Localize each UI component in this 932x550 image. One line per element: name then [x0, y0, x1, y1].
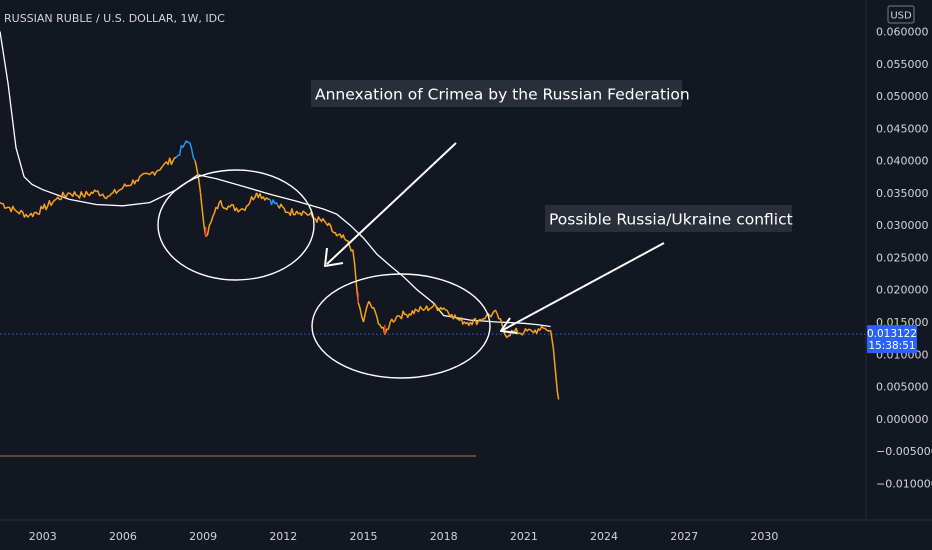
price-segment — [194, 160, 202, 193]
price-segment — [149, 165, 164, 176]
price-segment — [55, 191, 70, 201]
time-tick-label: 2021 — [510, 530, 538, 543]
price-segment — [459, 317, 472, 327]
price-tick-label: 0.020000 — [876, 284, 929, 297]
price-segment — [122, 179, 137, 189]
price-tick-label: −0.005000 — [876, 445, 932, 458]
price-segment — [531, 328, 541, 335]
last-price-badge: 0.013122 15:38:51 — [867, 325, 917, 354]
price-segment — [555, 376, 560, 400]
price-segment — [135, 172, 151, 182]
conflict-label-bg — [545, 205, 792, 232]
time-tick-label: 2003 — [29, 530, 57, 543]
price-tick-label: 0.035000 — [876, 187, 929, 200]
price-segment — [42, 198, 57, 211]
price-segment — [336, 233, 346, 240]
price-tick-label: 0.060000 — [876, 26, 929, 39]
price-segment — [549, 330, 555, 348]
time-tick-label: 2027 — [670, 530, 698, 543]
bar-countdown: 15:38:51 — [868, 340, 915, 352]
conflict-arrow — [500, 242, 665, 334]
price-segment — [288, 208, 298, 217]
price-segment — [325, 222, 338, 237]
price-segment — [0, 201, 17, 213]
price-segment — [255, 192, 271, 201]
price-segment — [218, 199, 231, 211]
price-segment — [469, 317, 480, 326]
price-segment — [477, 315, 488, 322]
price-tick-label: 0.040000 — [876, 155, 929, 168]
price-segment — [376, 316, 386, 336]
moving-average-line — [0, 31, 551, 328]
time-tick-label: 2030 — [750, 530, 778, 543]
price-tick-label: −0.010000 — [876, 477, 932, 490]
price-segment — [296, 210, 306, 217]
time-tick-label: 2006 — [109, 530, 137, 543]
price-segment — [397, 310, 407, 320]
price-segment — [189, 142, 196, 161]
price-segment — [95, 190, 110, 200]
time-axis[interactable]: 2003 2006 2009 2012 2015 2018 2021 2024 2027 2030 — [29, 530, 779, 543]
price-segment — [384, 321, 391, 336]
price-segment — [424, 305, 434, 312]
price-segment — [443, 307, 453, 318]
last-price-value: 0.013122 — [867, 328, 917, 340]
crimea-label[interactable]: Annexation of Crimea by the Russian Fede… — [315, 86, 690, 104]
price-segment — [15, 209, 30, 218]
price-segment — [108, 187, 124, 197]
price-segment — [362, 301, 370, 323]
price-segment — [539, 325, 546, 331]
conflict-label[interactable]: Possible Russia/Ukraine conflict — [549, 211, 793, 229]
price-segment — [405, 308, 418, 319]
crimea-arrow — [324, 142, 457, 267]
price-tick-label: 0.045000 — [876, 122, 929, 135]
time-tick-label: 2012 — [269, 530, 297, 543]
price-segment — [512, 327, 525, 336]
price-segment — [389, 314, 399, 323]
price-segment — [269, 199, 279, 207]
symbol-title[interactable]: RUSSIAN RUBLE / U.S. DOLLAR, 1W, IDC — [4, 12, 225, 25]
price-tick-label: 0.050000 — [876, 90, 929, 103]
currency-box[interactable] — [887, 5, 915, 24]
price-segment — [205, 221, 212, 238]
price-segment — [183, 140, 190, 145]
price-segment — [314, 216, 327, 224]
time-tick-label: 2009 — [189, 530, 217, 543]
currency-label: USD — [890, 11, 912, 22]
price-segment — [523, 328, 533, 333]
price-segment — [277, 203, 289, 214]
price-segment — [229, 204, 244, 213]
price-tick-label: 0.005000 — [876, 381, 929, 394]
time-tick-label: 2018 — [430, 530, 458, 543]
price-segment — [357, 302, 365, 323]
price-segment — [504, 329, 514, 339]
price-segment — [199, 192, 207, 237]
price-segment — [432, 302, 445, 312]
price-segment — [82, 189, 97, 198]
price-segment — [210, 202, 220, 223]
price-segment — [544, 327, 551, 332]
price-segment — [28, 205, 44, 218]
price-tick-label: 0.025000 — [876, 251, 929, 264]
price-segment — [162, 156, 177, 167]
price-segment — [450, 314, 461, 322]
price-segment — [416, 305, 426, 313]
price-segment — [552, 347, 557, 377]
price-segment — [368, 300, 378, 318]
conflict-ellipse — [311, 273, 491, 379]
price-segment — [352, 249, 359, 303]
price-segment — [175, 144, 186, 158]
crimea-ellipse — [157, 169, 315, 281]
price-tick-label: 0.000000 — [876, 413, 929, 426]
price-tick-label: 0.055000 — [876, 58, 929, 71]
price-tick-label: 0.030000 — [876, 219, 929, 232]
price-segment — [242, 192, 258, 212]
time-tick-label: 2015 — [350, 530, 378, 543]
price-segment — [68, 191, 84, 199]
price-axis[interactable]: 0.060000 0.055000 0.050000 0.045000 0.040000… — [876, 26, 932, 491]
time-tick-label: 2024 — [590, 530, 618, 543]
crimea-label-bg — [311, 80, 682, 107]
